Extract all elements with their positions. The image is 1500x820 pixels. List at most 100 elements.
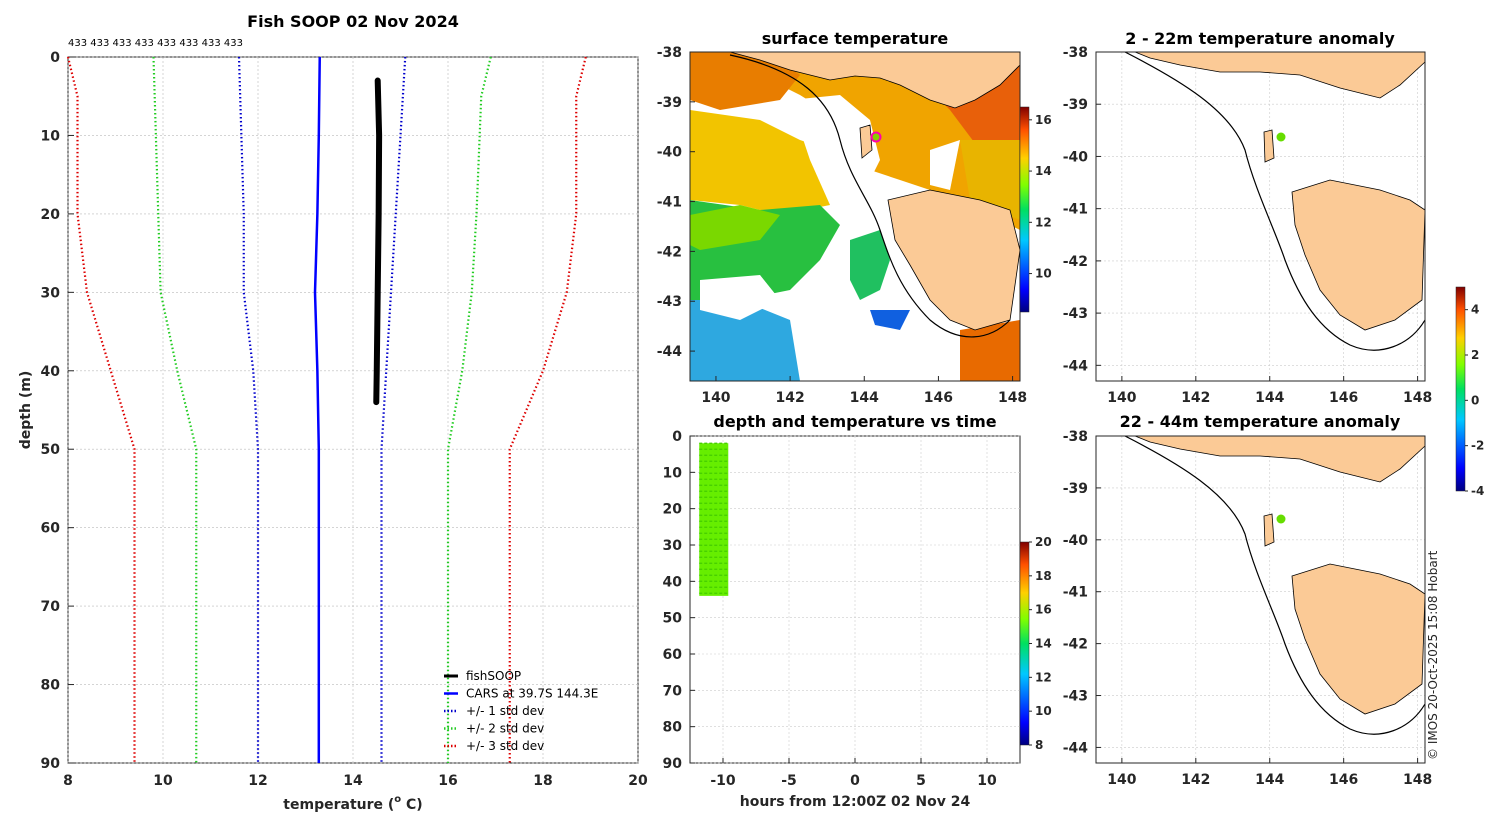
anom2-panel: 22 - 44m temperature anomaly 140 142 144 14… xyxy=(1063,286,1484,788)
map-ytick-label: -38 xyxy=(1063,45,1088,61)
anom1-ticks: 140 142 144 146 148 -38 -39 -40 -41 -42 -43 -44 xyxy=(1063,45,1433,406)
series--1-std-dev xyxy=(237,56,260,763)
colorbar-tick-label: 16 xyxy=(1035,603,1052,617)
anom2-axes-frame xyxy=(1095,435,1426,764)
series--1-std-dev-upper xyxy=(380,56,407,763)
anom1-panel: 2 - 22m temperature anomaly 140 142 144 146… xyxy=(1063,29,1433,406)
time-panel: depth and temperature vs time -10 -5 0 5 10 0… xyxy=(663,412,1052,810)
sst-blue-sw xyxy=(690,300,800,381)
colorbar-tick-label: 14 xyxy=(1035,164,1052,178)
time-ytick-label: 30 xyxy=(663,538,683,554)
land-tasmania xyxy=(887,189,1020,331)
colorbar-tick-label: 18 xyxy=(1035,569,1052,583)
map-ytick-label: -43 xyxy=(657,294,682,310)
sst-warm-se xyxy=(960,320,1020,381)
colorbar-tick-label: 0 xyxy=(1471,393,1479,407)
profile-ytick-label: 30 xyxy=(41,285,61,301)
profile-xtick-label: 18 xyxy=(533,773,552,789)
map-ytick-label: -39 xyxy=(1063,481,1088,497)
colorbar-tick-label: 10 xyxy=(1035,267,1052,281)
sst-cloud-east xyxy=(930,140,960,190)
map-ytick-label: -44 xyxy=(657,344,683,360)
map-ytick-label: -41 xyxy=(657,195,682,211)
sst-mid-west xyxy=(690,110,830,215)
map-ytick-label: -40 xyxy=(1063,149,1089,165)
series-fishsoop xyxy=(373,77,383,406)
legend-label: fishSOOP xyxy=(466,669,521,683)
map-xtick-label: 146 xyxy=(1329,390,1358,406)
anom1-station-marker xyxy=(1276,132,1286,142)
surface-isobath xyxy=(729,54,1011,338)
map-ytick-label: -43 xyxy=(1063,689,1088,705)
sst-warm-nw xyxy=(690,52,800,110)
map-xtick-label: 146 xyxy=(1329,772,1358,788)
series--2-std-dev-upper xyxy=(446,56,492,763)
series--3-std-dev-upper xyxy=(508,56,587,763)
map-xtick-label: 144 xyxy=(1255,390,1284,406)
colorbar-tick-label: -4 xyxy=(1471,484,1484,498)
anom2-land-victoria xyxy=(1134,436,1425,483)
map-xtick-label: 142 xyxy=(1181,772,1210,788)
map-ytick-label: -42 xyxy=(1063,254,1088,270)
time-ytick-label: 20 xyxy=(663,502,683,518)
time-ytick-label: 50 xyxy=(663,611,683,627)
colorbar-tick-label: 12 xyxy=(1035,670,1052,684)
colorbar-tick-label: -2 xyxy=(1471,439,1484,453)
map-ytick-label: -41 xyxy=(1063,585,1088,601)
surface-map xyxy=(690,52,1020,381)
profile-ytick-label: 10 xyxy=(41,128,61,144)
anom1-title: 2 - 22m temperature anomaly xyxy=(1125,29,1395,48)
profile-legend: fishSOOP CARS at 39.7S 144.3E +/- 1 std de… xyxy=(444,669,598,753)
surface-colorbar xyxy=(1019,106,1030,313)
legend-label: +/- 1 std dev xyxy=(466,704,544,718)
map-xtick-label: 142 xyxy=(775,390,804,406)
surface-panel: surface temperature xyxy=(657,29,1052,406)
map-xtick-label: 144 xyxy=(1255,772,1284,788)
anom1-land-king-island xyxy=(1263,129,1275,163)
time-points xyxy=(699,442,729,596)
map-ytick-label: -40 xyxy=(1063,533,1089,549)
time-ticks: -10 -5 0 5 10 0 10 20 30 40 50 60 70 80 90 xyxy=(663,429,997,789)
map-ytick-label: -44 xyxy=(1063,358,1089,374)
colorbar-tick-label: 4 xyxy=(1471,303,1479,317)
legend-label: +/- 2 std dev xyxy=(466,722,544,736)
map-ytick-label: -39 xyxy=(1063,97,1088,113)
profile-ytick-label: 70 xyxy=(41,599,61,615)
anom2-station-marker xyxy=(1276,514,1286,524)
anom1-land-tasmania xyxy=(1291,179,1425,331)
map-xtick-label: 148 xyxy=(1403,772,1432,788)
profile-title: Fish SOOP 02 Nov 2024 xyxy=(247,12,459,31)
profile-ytick-label: 50 xyxy=(41,442,61,458)
anomaly-colorbar-ticks: -4 -2 0 2 4 xyxy=(1465,303,1484,498)
map-xtick-label: 148 xyxy=(998,390,1027,406)
map-ytick-label: -42 xyxy=(657,244,682,260)
colorbar-tick-label: 8 xyxy=(1035,738,1043,752)
map-ytick-label: -41 xyxy=(1063,202,1088,218)
profile-xtick-label: 14 xyxy=(343,773,363,789)
anom1-isobath xyxy=(1124,52,1425,351)
map-ytick-label: -38 xyxy=(657,45,682,61)
legend-label: +/- 3 std dev xyxy=(466,739,544,753)
profile-ytick-label: 0 xyxy=(50,50,60,66)
colorbar-tick-label: 20 xyxy=(1035,535,1052,549)
colorbar-tick-label: 14 xyxy=(1035,637,1052,651)
profile-ylabel: depth (m) xyxy=(18,371,34,449)
map-ytick-label: -38 xyxy=(1063,429,1088,445)
sst-green-center xyxy=(850,230,890,300)
time-colorbar xyxy=(1019,541,1030,746)
map-ytick-label: -39 xyxy=(657,95,682,111)
surface-colorbar-ticks: 10 12 14 16 xyxy=(1029,113,1052,281)
profile-ticks: 8 10 12 14 16 18 20 0 10 20 30 40 50 60 70 80 90 xyxy=(41,50,648,789)
colorbar-tick-label: 2 xyxy=(1471,348,1479,362)
time-title: depth and temperature vs time xyxy=(713,412,996,431)
surface-title: surface temperature xyxy=(762,29,949,48)
map-ytick-label: -43 xyxy=(1063,306,1088,322)
anom2-map xyxy=(1124,436,1425,735)
map-ytick-label: -42 xyxy=(1063,637,1088,653)
sst-cloud-center xyxy=(790,95,880,205)
sst-cloud-south xyxy=(800,300,850,381)
profile-ytick-label: 90 xyxy=(41,756,61,772)
colorbar-tick-label: 10 xyxy=(1035,704,1052,718)
anomaly-colorbar xyxy=(1455,286,1466,492)
